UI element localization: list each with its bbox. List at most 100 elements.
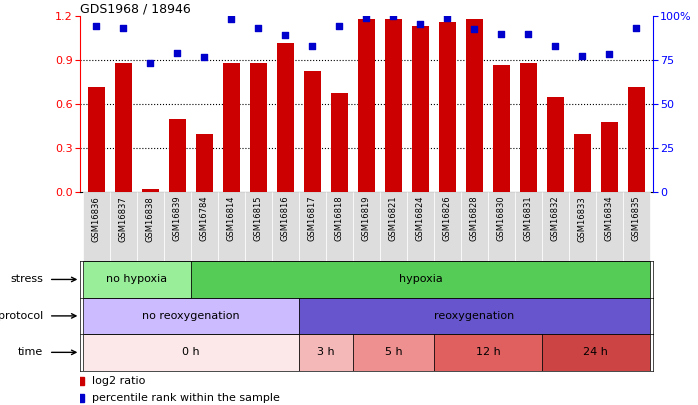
Bar	[115, 63, 131, 192]
Bar	[488, 192, 515, 261]
Point	[388, 13, 399, 19]
Bar	[223, 63, 239, 192]
Text: GSM16835: GSM16835	[632, 196, 641, 241]
Text: GSM16834: GSM16834	[605, 196, 614, 241]
Bar	[83, 334, 299, 371]
Text: log2 ratio: log2 ratio	[91, 376, 145, 386]
Bar	[83, 192, 110, 261]
Point	[307, 43, 318, 49]
Text: protocol: protocol	[0, 311, 43, 321]
Text: GSM16819: GSM16819	[362, 196, 371, 241]
Text: GSM16815: GSM16815	[254, 196, 263, 241]
Text: GSM16831: GSM16831	[524, 196, 533, 241]
Bar	[164, 192, 191, 261]
Bar	[332, 92, 348, 192]
Bar	[191, 192, 218, 261]
Bar	[466, 19, 482, 192]
Bar	[434, 334, 542, 371]
Point	[118, 25, 129, 31]
Point	[604, 51, 615, 58]
Text: GSM16821: GSM16821	[389, 196, 398, 241]
Bar	[277, 43, 294, 192]
Point	[334, 23, 345, 30]
Text: GSM16833: GSM16833	[578, 196, 587, 241]
Bar	[542, 334, 650, 371]
Text: GSM16817: GSM16817	[308, 196, 317, 241]
Text: hypoxia: hypoxia	[399, 275, 443, 284]
Text: GSM16839: GSM16839	[173, 196, 182, 241]
Bar	[628, 87, 644, 192]
Point	[577, 53, 588, 59]
Bar	[83, 298, 299, 334]
Bar	[245, 192, 272, 261]
Bar	[385, 19, 401, 192]
Bar	[142, 190, 158, 192]
Text: GSM16816: GSM16816	[281, 196, 290, 241]
Point	[550, 43, 561, 49]
Bar	[83, 261, 191, 298]
Text: no reoxygenation: no reoxygenation	[142, 311, 240, 321]
Bar	[137, 192, 164, 261]
Bar	[439, 22, 456, 192]
Text: GSM16814: GSM16814	[227, 196, 236, 241]
Text: GDS1968 / 18946: GDS1968 / 18946	[80, 2, 191, 15]
Point	[415, 20, 426, 27]
Bar	[304, 70, 320, 192]
Point	[469, 26, 480, 33]
Bar	[358, 19, 375, 192]
Text: GSM16784: GSM16784	[200, 196, 209, 241]
Text: 12 h: 12 h	[475, 347, 500, 357]
Text: GSM16818: GSM16818	[335, 196, 344, 241]
Point	[442, 15, 453, 21]
Bar	[547, 97, 563, 192]
Bar	[89, 87, 105, 192]
Point	[199, 54, 210, 61]
Point	[226, 16, 237, 22]
Bar	[110, 192, 137, 261]
Text: GSM16836: GSM16836	[92, 196, 101, 241]
Text: time: time	[18, 347, 43, 357]
Text: 5 h: 5 h	[385, 347, 402, 357]
Bar	[299, 334, 353, 371]
Bar	[493, 65, 510, 192]
Text: reoxygenation: reoxygenation	[434, 311, 514, 321]
Bar	[574, 134, 591, 192]
Text: GSM16828: GSM16828	[470, 196, 479, 241]
Point	[523, 31, 534, 37]
Bar	[299, 298, 650, 334]
Bar	[542, 192, 569, 261]
Bar	[353, 334, 434, 371]
Point	[280, 32, 291, 38]
Text: GSM16838: GSM16838	[146, 196, 155, 241]
Point	[253, 25, 264, 31]
Bar	[623, 192, 650, 261]
Text: stress: stress	[10, 275, 43, 284]
Bar	[326, 192, 353, 261]
Bar	[353, 192, 380, 261]
Text: percentile rank within the sample: percentile rank within the sample	[91, 393, 280, 403]
Bar	[602, 122, 618, 192]
Bar	[196, 134, 213, 192]
Text: GSM16824: GSM16824	[416, 196, 425, 241]
Bar	[191, 261, 650, 298]
Bar	[413, 26, 429, 192]
Text: 3 h: 3 h	[317, 347, 335, 357]
Point	[496, 31, 507, 37]
Bar	[251, 63, 267, 192]
Point	[172, 50, 183, 56]
Text: GSM16832: GSM16832	[551, 196, 560, 241]
Bar	[299, 192, 326, 261]
Text: GSM16826: GSM16826	[443, 196, 452, 241]
Bar	[380, 192, 407, 261]
Text: GSM16837: GSM16837	[119, 196, 128, 241]
Point	[361, 15, 372, 21]
Bar	[596, 192, 623, 261]
Bar	[218, 192, 245, 261]
Text: no hypoxia: no hypoxia	[106, 275, 168, 284]
Point	[631, 25, 642, 31]
Bar	[170, 119, 186, 192]
Point	[145, 60, 156, 66]
Bar	[515, 192, 542, 261]
Bar	[272, 192, 299, 261]
Bar	[520, 63, 537, 192]
